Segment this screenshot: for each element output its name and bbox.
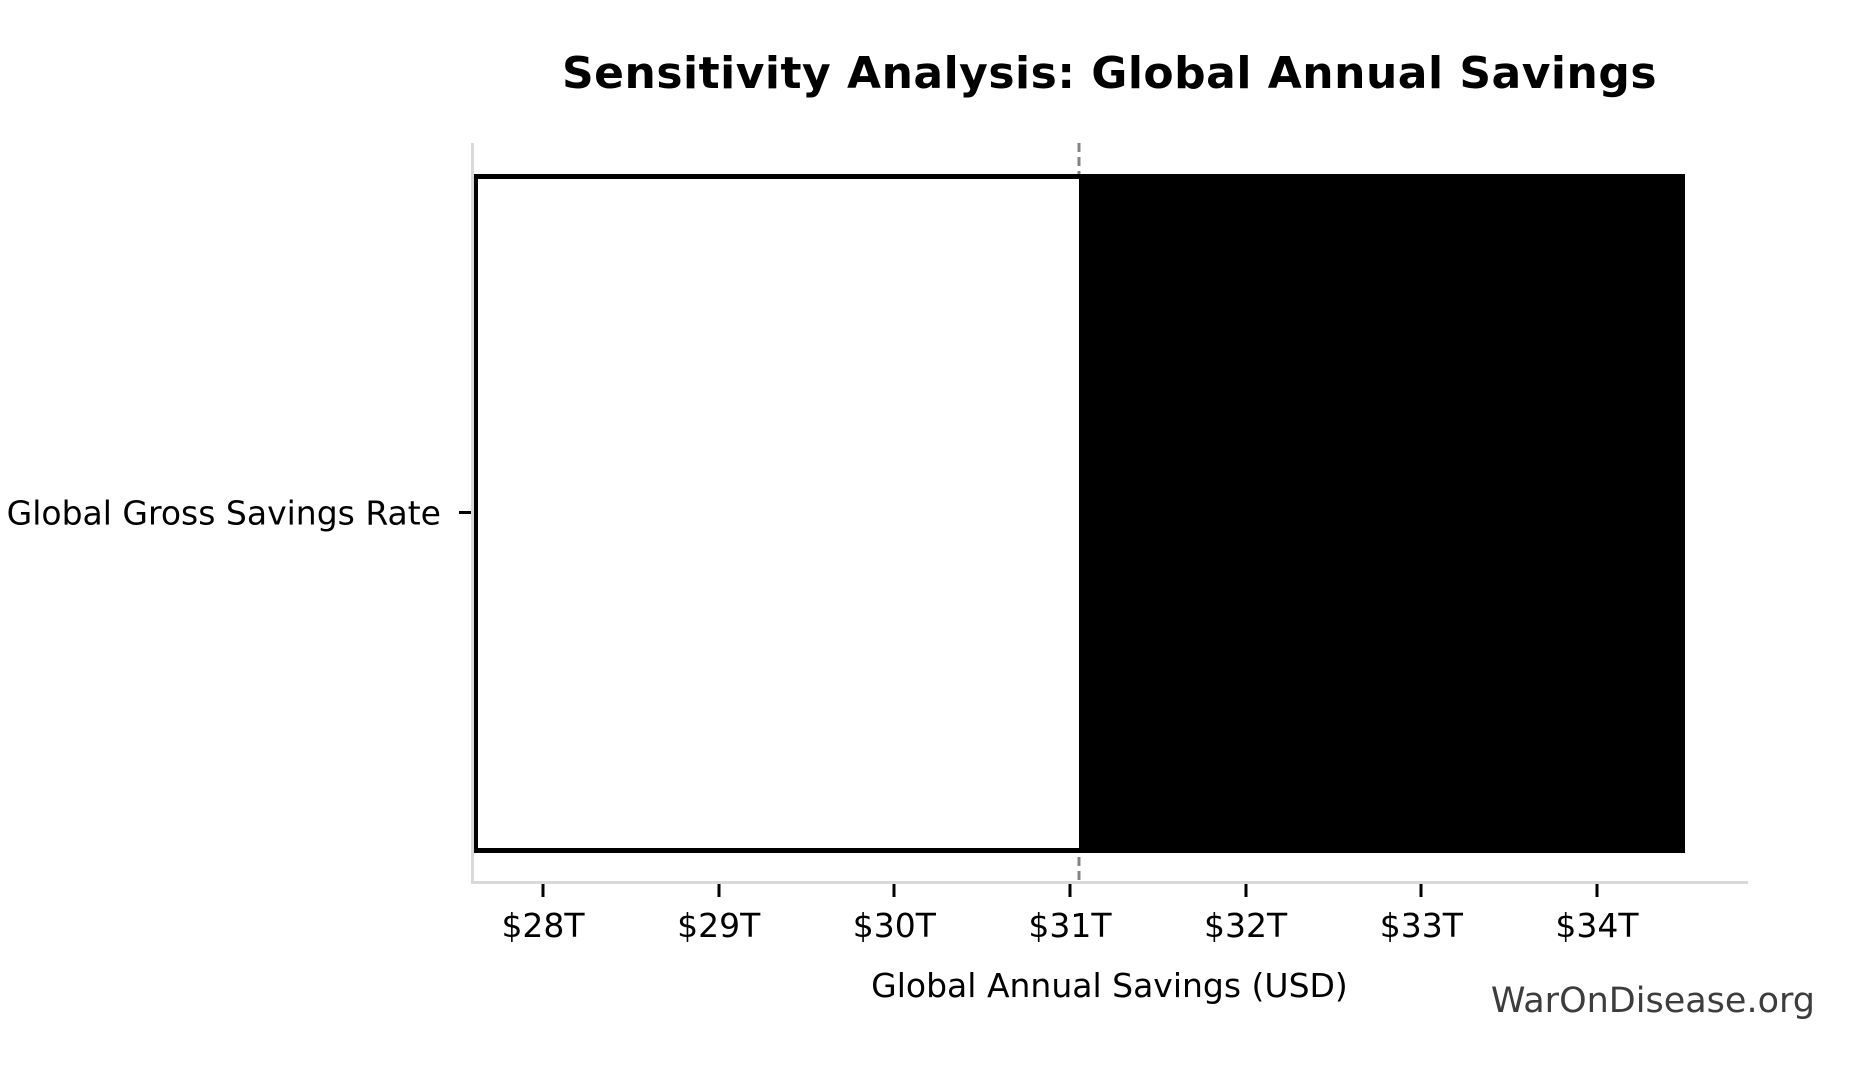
x-tick-label: $32T: [1204, 906, 1288, 945]
x-tick-mark: [541, 884, 545, 897]
x-tick-mark: [1068, 884, 1072, 897]
plot-area: Global Gross Savings Rate $28T $29T $30T $3…: [7, 143, 1748, 1005]
x-tick-mark: [717, 884, 721, 897]
x-tick-label: $30T: [852, 906, 936, 945]
watermark: WarOnDisease.org: [1490, 981, 1815, 1021]
y-axis-spine: [471, 143, 474, 884]
x-tick-mark: [1419, 884, 1423, 897]
chart-title: Sensitivity Analysis: Global Annual Savi…: [561, 48, 1658, 99]
y-tick-mark: [459, 511, 471, 515]
x-tick-label: $33T: [1379, 906, 1463, 945]
x-tick-label: $34T: [1555, 906, 1639, 945]
x-axis-spine: [471, 881, 1748, 884]
y-category-label: Global Gross Savings Rate: [6, 493, 441, 533]
x-tick-mark: [892, 884, 896, 897]
x-tick-label: $28T: [501, 906, 585, 945]
x-tick-label: $29T: [677, 906, 761, 945]
x-tick-mark: [1595, 884, 1599, 897]
sensitivity-bar-high-segment: [1078, 174, 1685, 853]
x-axis-label: Global Annual Savings (USD): [871, 966, 1348, 1005]
x-tick-mark: [1244, 884, 1248, 897]
x-tick-label: $31T: [1028, 906, 1112, 945]
